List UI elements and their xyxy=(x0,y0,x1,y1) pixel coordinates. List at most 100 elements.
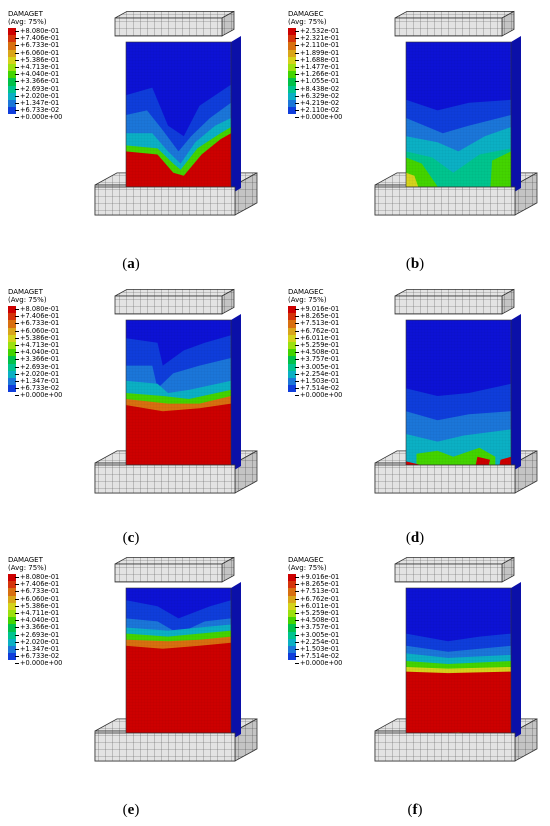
legend-swatch xyxy=(288,631,296,639)
legend-value: +1.688e-01 xyxy=(300,55,340,64)
legend-entry: +7.513e-01 xyxy=(288,320,358,328)
wall xyxy=(405,36,521,195)
legend-swatch xyxy=(8,377,16,386)
legend-value: +2.020e-01 xyxy=(20,637,60,646)
wall xyxy=(405,314,521,473)
legend-value: +0.000e+00 xyxy=(300,391,343,400)
legend-swatch xyxy=(8,78,16,86)
legend-entry: +9.016e-01 xyxy=(288,305,358,314)
legend-entry: +6.733e-01 xyxy=(8,42,78,50)
legend-entry: +8.080e-01 xyxy=(8,28,78,36)
legend-swatch xyxy=(8,356,16,364)
legend-value: +2.110e-01 xyxy=(300,41,340,50)
legend-entry: +2.110e-02 xyxy=(288,106,358,115)
legend-entry: +7.514e-02 xyxy=(288,385,358,393)
legend-swatch xyxy=(288,602,296,610)
legend-value: +0.000e+00 xyxy=(20,391,63,400)
legend-entry: +4.711e-01 xyxy=(8,610,78,618)
legend-entry: +0.000e+00 xyxy=(8,392,78,399)
legend-swatch xyxy=(8,574,16,582)
legend-value: +0.000e+00 xyxy=(20,659,63,668)
legend-value: +2.020e-01 xyxy=(20,91,60,100)
top-beam xyxy=(394,556,515,583)
legend-value: +5.259e-01 xyxy=(300,341,340,350)
legend-swatch xyxy=(288,581,296,589)
legend-value: +1.266e-01 xyxy=(300,70,340,79)
legend-value: +5.386e-01 xyxy=(20,601,60,610)
legend-value: +2.254e-01 xyxy=(300,637,340,646)
base-front xyxy=(94,186,236,216)
legend-entry: +1.477e-01 xyxy=(288,64,358,72)
legend-entry: +0.000e+00 xyxy=(288,660,358,667)
legend-value: +6.733e-02 xyxy=(20,106,60,115)
legend-entry: +1.899e-01 xyxy=(288,49,358,57)
base-front xyxy=(94,732,236,762)
legend-d: DAMAGEC (Avg: 75%) +9.016e-01 +8.265e-01 +… xyxy=(288,288,358,399)
legend-entry: +6.011e-01 xyxy=(288,602,358,610)
legend-swatch xyxy=(288,645,296,654)
legend-swatch xyxy=(288,574,296,582)
legend-entry: +8.080e-01 xyxy=(8,574,78,582)
legend-entry: +4.219e-02 xyxy=(288,98,358,108)
legend-entry: +4.040e-01 xyxy=(8,349,78,357)
legend-entry: +7.406e-01 xyxy=(8,34,78,43)
specimen-d xyxy=(374,288,538,494)
legend-value: +6.060e-01 xyxy=(20,48,60,57)
legend-value: +9.016e-01 xyxy=(300,305,340,314)
legend-variable: DAMAGET xyxy=(8,288,43,296)
legend-swatch xyxy=(8,306,16,314)
legend-swatch xyxy=(288,349,296,357)
legend-entry: +6.329e-02 xyxy=(288,91,358,100)
legend-entry: +1.266e-01 xyxy=(288,70,358,79)
legend-swatch xyxy=(288,377,296,386)
legend-value: +6.733e-02 xyxy=(20,652,60,661)
legend-swatch xyxy=(8,92,16,100)
legend-entry: +8.438e-02 xyxy=(288,85,358,93)
caption-b: (b) xyxy=(405,256,425,272)
legend-entry: +4.040e-01 xyxy=(8,617,78,625)
legend-value: +6.733e-02 xyxy=(20,384,60,393)
legend-swatch xyxy=(288,588,296,596)
caption-a: (a) xyxy=(122,256,140,272)
legend-value: +4.713e-01 xyxy=(20,341,60,350)
legend-entry: +5.386e-01 xyxy=(8,334,78,342)
legend-rows: +8.080e-01 +7.406e-01 +6.733e-01 +6.060e-01… xyxy=(8,306,78,399)
legend-entry: +4.508e-01 xyxy=(288,349,358,357)
specimen-e xyxy=(94,556,258,762)
legend-entry: +3.366e-01 xyxy=(8,78,78,86)
legend-swatch xyxy=(288,313,296,321)
legend-swatch xyxy=(8,334,16,342)
legend-swatch xyxy=(8,588,16,596)
legend-entry: +4.713e-01 xyxy=(8,64,78,72)
legend-value: +2.020e-01 xyxy=(20,369,60,378)
legend-swatch xyxy=(8,602,16,610)
legend-entry: +6.733e-01 xyxy=(8,319,78,328)
legend-value: +6.329e-02 xyxy=(300,91,340,100)
legend-swatch xyxy=(8,370,16,378)
legend-entry: +6.733e-01 xyxy=(8,588,78,596)
legend-entry: +3.757e-01 xyxy=(288,356,358,364)
legend-entry: +0.000e+00 xyxy=(288,114,358,121)
legend-value: +6.762e-01 xyxy=(300,594,340,603)
legend-value: +4.219e-02 xyxy=(300,98,340,107)
legend-value: +0.000e+00 xyxy=(300,659,343,668)
legend-value: +2.110e-02 xyxy=(300,106,340,115)
legend-entry: +2.693e-01 xyxy=(8,363,78,371)
legend-entry: +7.406e-01 xyxy=(8,313,78,321)
legend-avg: (Avg: 75%) xyxy=(8,564,47,572)
legend-swatch xyxy=(8,341,16,350)
legend-rows: +8.080e-01 +7.406e-01 +6.733e-01 +6.060e-01… xyxy=(8,574,78,667)
legend-value: +7.514e-02 xyxy=(300,652,340,661)
legend-value: +2.693e-01 xyxy=(20,630,60,639)
legend-value: +6.733e-01 xyxy=(20,319,60,328)
legend-entry: +0.000e+00 xyxy=(8,660,78,667)
legend-rows: +2.532e-01 +2.321e-01 +2.110e-01 +1.899e-01… xyxy=(288,28,358,121)
legend-entry: +0.000e+00 xyxy=(8,114,78,121)
legend-entry: +1.503e-01 xyxy=(288,377,358,386)
legend-entry: +7.406e-01 xyxy=(8,581,78,589)
legend-swatch xyxy=(288,49,296,57)
legend-rows: +9.016e-01 +8.265e-01 +7.513e-01 +6.762e-01… xyxy=(288,574,358,667)
legend-entry: +6.733e-02 xyxy=(8,384,78,393)
legend-entry: +1.347e-01 xyxy=(8,645,78,654)
legend-value: +7.406e-01 xyxy=(20,34,60,43)
